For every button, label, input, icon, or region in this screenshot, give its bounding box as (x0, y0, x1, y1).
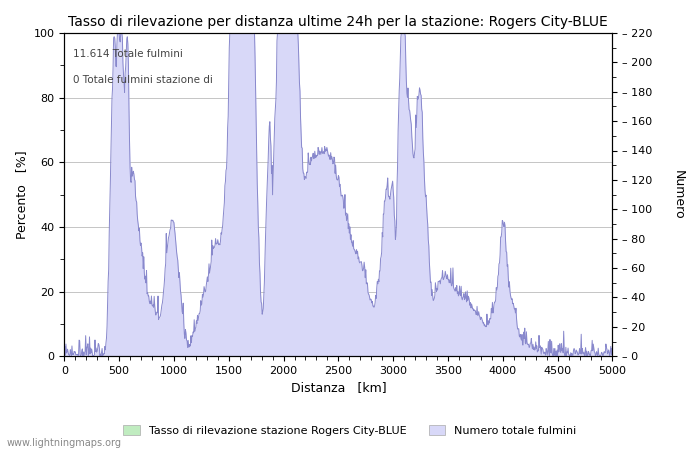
Text: www.lightningmaps.org: www.lightningmaps.org (7, 438, 122, 448)
X-axis label: Distanza   [km]: Distanza [km] (290, 382, 386, 395)
Y-axis label: Percento   [%]: Percento [%] (15, 150, 28, 239)
Text: 0 Totale fulmini stazione di: 0 Totale fulmini stazione di (73, 75, 212, 85)
Title: Tasso di rilevazione per distanza ultime 24h per la stazione: Rogers City-BLUE: Tasso di rilevazione per distanza ultime… (69, 15, 608, 29)
Legend: Tasso di rilevazione stazione Rogers City-BLUE, Numero totale fulmini: Tasso di rilevazione stazione Rogers Cit… (119, 420, 581, 440)
Y-axis label: Numero: Numero (672, 170, 685, 220)
Text: 11.614 Totale fulmini: 11.614 Totale fulmini (73, 49, 183, 59)
